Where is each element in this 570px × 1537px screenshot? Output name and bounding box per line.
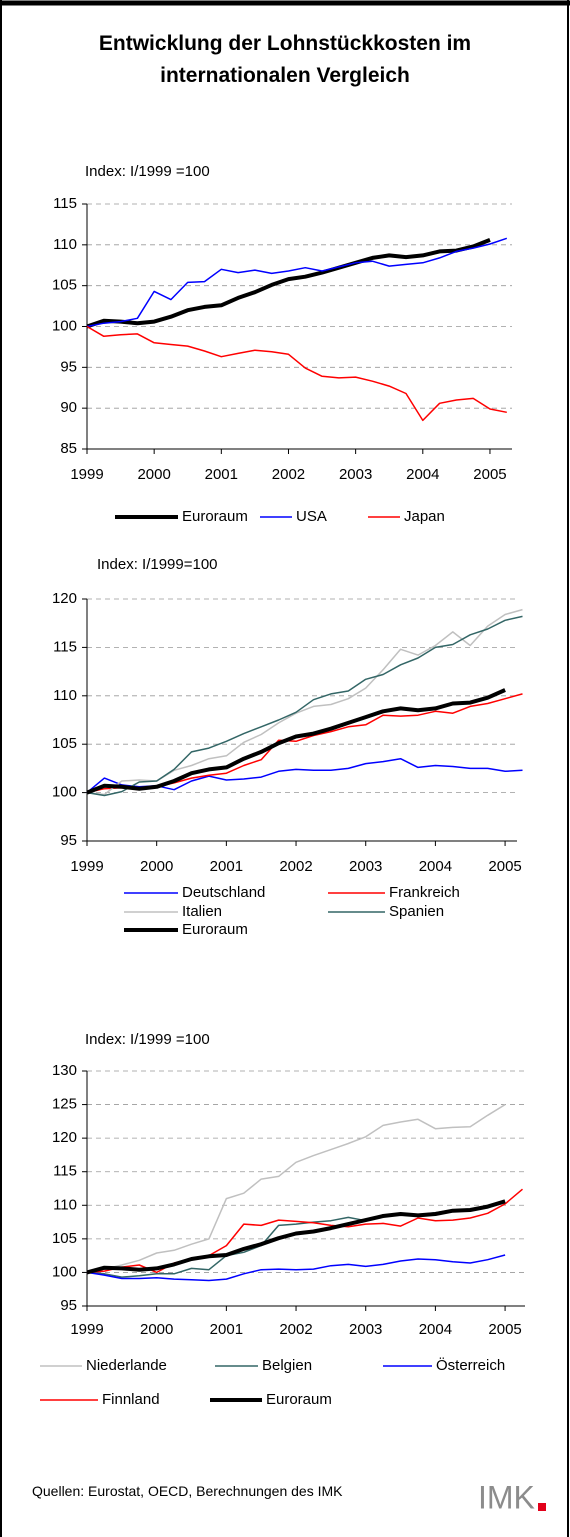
x-tick-label: 2000 <box>137 466 170 483</box>
legend-label: Japan <box>404 508 445 525</box>
x-tick-label: 2004 <box>419 1321 452 1338</box>
series-line <box>86 1188 523 1274</box>
y-tick-label: 85 <box>60 440 77 457</box>
legend-label: Italien <box>182 903 222 920</box>
series-line <box>86 1254 506 1282</box>
y-tick-label: 90 <box>60 399 77 416</box>
y-tick-label: 110 <box>53 1196 77 1213</box>
series-line <box>86 1103 506 1274</box>
legend-label: Euroraum <box>266 1391 332 1408</box>
y-tick-label: 105 <box>52 1230 77 1247</box>
legend-label: Finnland <box>102 1391 160 1408</box>
x-tick-label: 2005 <box>473 466 506 483</box>
y-axis-label: Index: I/1999 =100 <box>85 163 210 180</box>
x-tick-label: 2003 <box>339 466 372 483</box>
y-tick-label: 95 <box>60 832 77 849</box>
y-tick-label: 125 <box>52 1096 77 1113</box>
title: Entwicklung der Lohnstückkosten im inter… <box>98 32 472 87</box>
series-line <box>86 1199 506 1275</box>
y-tick-label: 115 <box>53 195 77 212</box>
series-line <box>86 615 523 797</box>
x-tick-label: 1999 <box>70 858 103 875</box>
series-line <box>86 325 507 422</box>
series-line <box>86 693 523 794</box>
series-line <box>86 237 508 328</box>
x-tick-label: 2002 <box>279 858 312 875</box>
y-tick-label: 95 <box>60 358 77 375</box>
series-line <box>86 238 491 329</box>
logo: IMK <box>478 1479 535 1515</box>
x-tick-label: 2004 <box>419 858 452 875</box>
x-tick-label: 1999 <box>70 466 103 483</box>
x-tick-label: 2004 <box>406 466 439 483</box>
legend-label: Niederlande <box>86 1357 167 1374</box>
y-tick-label: 115 <box>53 1163 77 1180</box>
y-tick-label: 105 <box>52 735 77 752</box>
legend-label: USA <box>296 508 327 525</box>
sources: Quellen: Eurostat, OECD, Berechnungen de… <box>32 1483 343 1499</box>
y-tick-label: 115 <box>53 638 77 655</box>
x-tick-label: 2003 <box>349 1321 382 1338</box>
x-tick-label: 1999 <box>70 1321 103 1338</box>
y-tick-label: 100 <box>52 784 77 801</box>
legend-label: Euroraum <box>182 921 248 938</box>
logo-mark <box>538 1503 546 1511</box>
legend-label: Euroraum <box>182 508 248 525</box>
x-tick-label: 2005 <box>488 1321 521 1338</box>
x-tick-label: 2001 <box>205 466 238 483</box>
x-tick-label: 2005 <box>488 858 521 875</box>
y-tick-label: 130 <box>52 1062 77 1079</box>
legend-label: Österreich <box>436 1356 505 1374</box>
x-tick-label: 2002 <box>272 466 305 483</box>
x-tick-label: 2001 <box>210 858 243 875</box>
legend-label: Spanien <box>389 903 444 920</box>
x-tick-label: 2000 <box>140 858 173 875</box>
series-line <box>86 688 506 795</box>
x-tick-label: 2000 <box>140 1321 173 1338</box>
y-tick-label: 120 <box>52 590 77 607</box>
y-axis-label: Index: I/1999=100 <box>97 556 218 573</box>
y-tick-label: 100 <box>52 317 77 334</box>
legend-label: Frankreich <box>389 884 460 901</box>
y-tick-label: 95 <box>60 1297 77 1314</box>
y-tick-label: 100 <box>52 1263 77 1280</box>
legend-label: Belgien <box>262 1357 312 1374</box>
y-axis-label: Index: I/1999 =100 <box>85 1031 210 1048</box>
y-tick-label: 120 <box>52 1129 77 1146</box>
x-tick-label: 2003 <box>349 858 382 875</box>
y-tick-label: 105 <box>52 277 77 294</box>
legend-label: Deutschland <box>182 884 265 901</box>
y-tick-label: 110 <box>53 687 77 704</box>
x-tick-label: 2001 <box>210 1321 243 1338</box>
y-tick-label: 110 <box>53 236 77 253</box>
x-tick-label: 2002 <box>279 1321 312 1338</box>
